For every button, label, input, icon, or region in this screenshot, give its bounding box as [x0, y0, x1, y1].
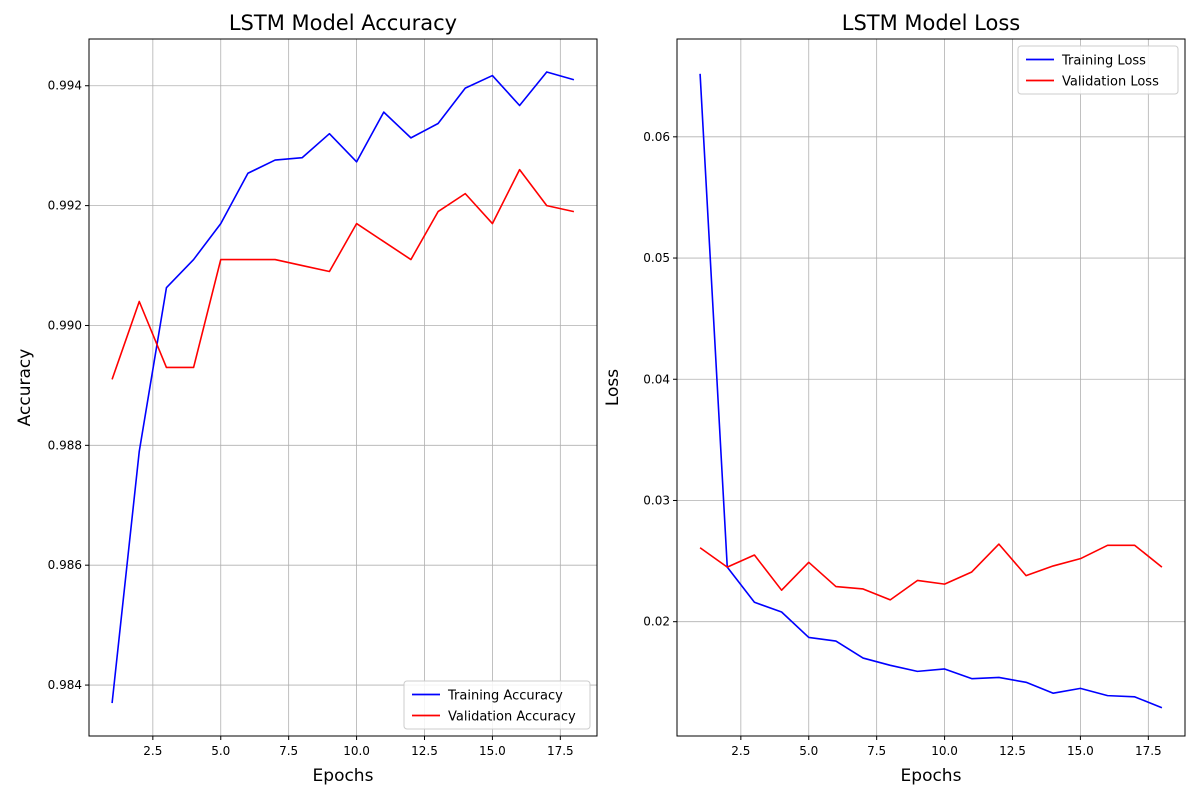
chart-2-x-tick-label-6: 17.5 [1135, 744, 1162, 758]
chart-2-y-tick-label-3: 0.05 [643, 251, 670, 265]
chart-2-y-tick-label-2: 0.04 [643, 372, 670, 386]
chart-2-x-tick-label-5: 15.0 [1067, 744, 1094, 758]
chart-1-legend-label-2: Validation Accuracy [448, 710, 576, 725]
chart-2-legend-box [1017, 45, 1179, 95]
chart-1-y-tick-label-2: 0.988 [48, 438, 82, 452]
chart-2-series-2-line [699, 543, 1163, 601]
chart-1-y-tick-label-5: 0.994 [48, 79, 82, 93]
chart-2-y-tick-label-4: 0.06 [643, 130, 670, 144]
chart-2-x-axis-title: Epochs [901, 766, 962, 786]
chart-2-legend-label-1: Training Loss [1061, 54, 1146, 69]
chart-1-legend-label-1: Training Accuracy [447, 689, 563, 704]
chart-2-y-axis-title: Loss [603, 369, 623, 406]
chart-2-series-1-line [699, 73, 1163, 709]
chart-1-series-2-line [111, 168, 575, 380]
chart-1-plot-frame [88, 38, 598, 737]
chart-2-grid [677, 39, 1185, 736]
chart-1-x-axis-title: Epochs [313, 766, 374, 786]
chart-2-x-tick-label-2: 7.5 [867, 744, 886, 758]
chart-2-legend: Training Loss Validation Loss [1017, 45, 1179, 95]
chart-2-legend-label-2: Validation Loss [1062, 75, 1159, 90]
chart-1-x-tick-label-5: 15.0 [479, 744, 506, 758]
chart-1-x-tick-label-4: 12.5 [411, 744, 438, 758]
chart-2-x-tick-label-3: 10.0 [931, 744, 958, 758]
chart-1-y-tick-label-3: 0.990 [48, 318, 82, 332]
chart-1-series-1-line [111, 71, 575, 704]
chart-2-x-tick-label-4: 12.5 [999, 744, 1026, 758]
chart-2-title: LSTM Model Loss [842, 11, 1020, 35]
chart-1-x-tick-label-1: 5.0 [211, 744, 230, 758]
chart-2-y-tick-label-1: 0.03 [643, 493, 670, 507]
chart-1-y-tick-label-4: 0.992 [48, 199, 82, 213]
chart-1-grid [89, 39, 597, 736]
chart-2: 2.5 5.0 7.5 10.0 12.5 15.0 17.5 0.02 0.03 0.04 0.0… [603, 11, 1186, 786]
chart-1-title: LSTM Model Accuracy [229, 11, 457, 35]
chart-1-x-tick-label-2: 7.5 [279, 744, 298, 758]
chart-1-y-tick-label-0: 0.984 [48, 678, 82, 692]
chart-1-y-tick-label-1: 0.986 [48, 558, 82, 572]
chart-2-y-tick-label-0: 0.02 [643, 615, 670, 629]
chart-2-x-tick-label-0: 2.5 [731, 744, 750, 758]
chart-1-x-tick-label-6: 17.5 [547, 744, 574, 758]
chart-1-y-axis-title: Accuracy [15, 349, 35, 427]
chart-1-legend-box [403, 680, 591, 730]
chart-1-legend: Training Accuracy Validation Accuracy [403, 680, 591, 730]
chart-1-x-tick-label-3: 10.0 [343, 744, 370, 758]
chart-2-plot-frame [676, 38, 1186, 737]
chart-1-x-tick-label-0: 2.5 [143, 744, 162, 758]
chart-1: 2.5 5.0 7.5 10.0 12.5 15.0 17.5 0.984 0.986 0.988… [15, 11, 598, 786]
chart-2-x-tick-label-1: 5.0 [799, 744, 818, 758]
